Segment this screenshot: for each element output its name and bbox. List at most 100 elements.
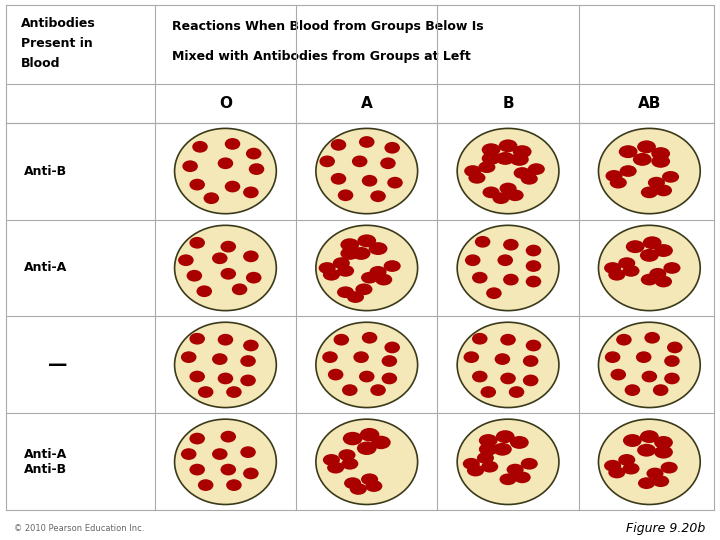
Text: Anti-A
Anti-B: Anti-A Anti-B — [24, 448, 67, 476]
Text: Anti-A: Anti-A — [24, 261, 67, 274]
Ellipse shape — [357, 234, 376, 247]
Ellipse shape — [320, 156, 335, 167]
Ellipse shape — [482, 186, 500, 198]
Ellipse shape — [174, 322, 276, 408]
Ellipse shape — [513, 167, 531, 179]
Ellipse shape — [469, 172, 485, 184]
Ellipse shape — [465, 254, 480, 266]
Ellipse shape — [510, 436, 528, 449]
Ellipse shape — [359, 370, 374, 382]
Ellipse shape — [186, 270, 202, 281]
Ellipse shape — [181, 448, 197, 460]
Ellipse shape — [664, 355, 680, 367]
Ellipse shape — [625, 384, 640, 396]
Ellipse shape — [344, 477, 361, 489]
Ellipse shape — [611, 369, 626, 381]
Text: O: O — [219, 96, 232, 111]
Ellipse shape — [640, 430, 659, 443]
Ellipse shape — [316, 129, 418, 214]
Ellipse shape — [338, 449, 356, 461]
Ellipse shape — [220, 431, 236, 442]
Ellipse shape — [479, 434, 498, 447]
Ellipse shape — [492, 192, 510, 204]
Ellipse shape — [220, 268, 236, 280]
Ellipse shape — [369, 242, 387, 255]
Ellipse shape — [249, 163, 264, 175]
Text: —: — — [48, 355, 68, 374]
Ellipse shape — [323, 269, 340, 281]
Ellipse shape — [212, 448, 228, 460]
Ellipse shape — [361, 272, 378, 284]
Ellipse shape — [330, 139, 346, 151]
Ellipse shape — [616, 334, 631, 346]
Ellipse shape — [212, 353, 228, 365]
Ellipse shape — [357, 442, 377, 455]
Ellipse shape — [644, 332, 660, 343]
Ellipse shape — [341, 238, 359, 251]
Ellipse shape — [667, 342, 683, 353]
Ellipse shape — [482, 143, 500, 156]
Ellipse shape — [192, 141, 208, 153]
Text: AB: AB — [638, 96, 661, 111]
Ellipse shape — [365, 480, 382, 492]
Ellipse shape — [197, 285, 212, 297]
Ellipse shape — [189, 333, 205, 345]
Ellipse shape — [481, 461, 498, 472]
Ellipse shape — [319, 262, 336, 274]
Ellipse shape — [178, 254, 194, 266]
Ellipse shape — [606, 170, 623, 182]
Ellipse shape — [343, 432, 362, 445]
Ellipse shape — [387, 177, 402, 188]
Ellipse shape — [240, 375, 256, 386]
Ellipse shape — [333, 334, 349, 346]
Ellipse shape — [217, 158, 233, 169]
Ellipse shape — [347, 291, 364, 303]
Ellipse shape — [212, 252, 228, 264]
Text: Figure 9.20b: Figure 9.20b — [626, 522, 706, 535]
Ellipse shape — [654, 436, 673, 449]
Ellipse shape — [652, 147, 670, 160]
Ellipse shape — [507, 464, 523, 475]
Text: A: A — [361, 96, 373, 111]
Ellipse shape — [521, 458, 538, 470]
Ellipse shape — [598, 419, 701, 504]
Text: B: B — [503, 96, 514, 111]
Ellipse shape — [226, 479, 242, 491]
Ellipse shape — [626, 240, 644, 253]
Ellipse shape — [486, 287, 502, 299]
Ellipse shape — [604, 460, 621, 471]
Ellipse shape — [472, 272, 487, 284]
Ellipse shape — [498, 254, 513, 266]
Ellipse shape — [464, 352, 479, 363]
Ellipse shape — [362, 175, 377, 187]
Ellipse shape — [636, 352, 652, 363]
Ellipse shape — [480, 386, 496, 398]
Ellipse shape — [360, 428, 379, 441]
Ellipse shape — [526, 260, 541, 272]
Ellipse shape — [225, 181, 240, 192]
Ellipse shape — [232, 284, 248, 295]
Ellipse shape — [384, 142, 400, 154]
Ellipse shape — [638, 477, 655, 489]
Ellipse shape — [359, 136, 374, 148]
Ellipse shape — [371, 436, 391, 449]
Ellipse shape — [479, 443, 498, 456]
Ellipse shape — [174, 225, 276, 310]
Ellipse shape — [653, 384, 668, 396]
Ellipse shape — [174, 419, 276, 504]
Ellipse shape — [246, 148, 261, 159]
Ellipse shape — [608, 269, 626, 281]
Ellipse shape — [654, 244, 673, 257]
Ellipse shape — [633, 153, 652, 166]
Ellipse shape — [198, 479, 213, 491]
Ellipse shape — [647, 468, 664, 480]
Text: Antibodies: Antibodies — [21, 17, 96, 30]
Ellipse shape — [246, 272, 261, 284]
Ellipse shape — [240, 355, 256, 367]
Ellipse shape — [354, 352, 369, 363]
Ellipse shape — [356, 284, 372, 295]
Ellipse shape — [604, 262, 621, 274]
Ellipse shape — [361, 474, 378, 485]
Ellipse shape — [342, 384, 358, 396]
Ellipse shape — [362, 332, 377, 343]
